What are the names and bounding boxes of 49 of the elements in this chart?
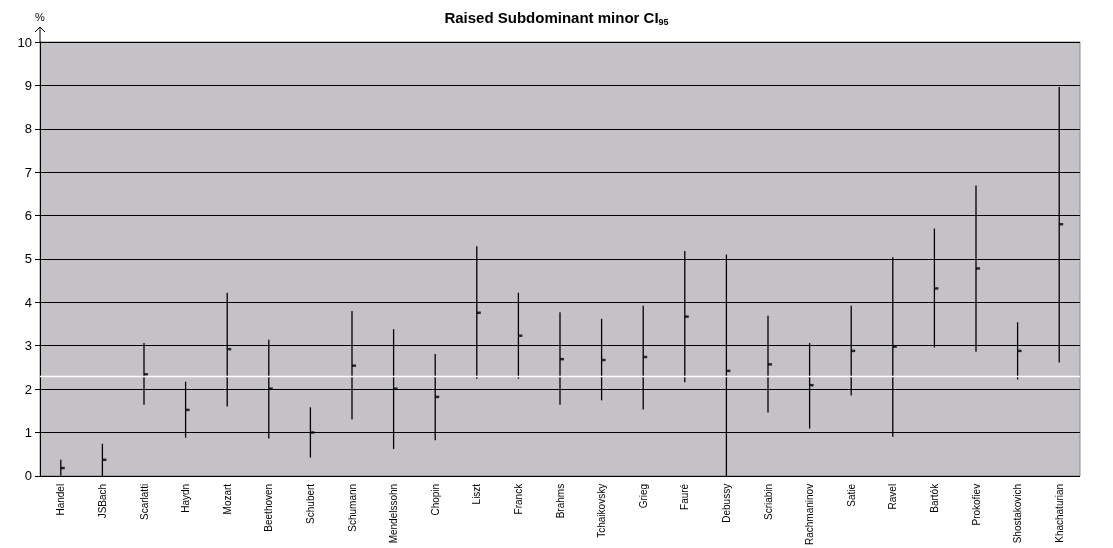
y-tick-label: 5 [24, 251, 32, 267]
x-tick-label: Ravel [887, 483, 899, 510]
y-tick-label: 4 [24, 294, 32, 310]
x-tick-label: Liszt [471, 483, 483, 505]
point [518, 334, 523, 337]
point [393, 387, 398, 390]
point [976, 267, 980, 270]
y-tick-label: 2 [24, 381, 32, 397]
x-tick-label: Scarlatti [138, 483, 150, 520]
point [352, 364, 356, 367]
x-tick-label: Beethoven [263, 483, 275, 532]
x-tick-label: Tchaikovsky [596, 483, 608, 538]
y-tick-label: 8 [24, 121, 32, 137]
y-tick-label: 9 [24, 77, 32, 93]
y-tick-label: 7 [24, 164, 32, 180]
x-tick-label: Scriabin [762, 483, 774, 520]
y-tick-label: 6 [24, 208, 32, 224]
x-tick-label: Schubert [304, 483, 316, 524]
point [144, 373, 148, 376]
x-tick-label: Mendelssohn [388, 483, 400, 544]
x-tick-label: Rachmaninov [804, 483, 816, 546]
y-axis-title: % [35, 10, 46, 23]
point [268, 387, 273, 390]
point [684, 315, 689, 318]
x-tick-label: Grieg [637, 483, 649, 509]
point [476, 311, 481, 314]
x-tick-label: Bartók [928, 482, 940, 513]
x-tick-label: Chopin [429, 483, 441, 516]
x-tick-label: JSBach [96, 483, 108, 519]
x-tick-label: Debussy [720, 483, 732, 523]
x-tick-label: Khachaturian [1053, 483, 1065, 543]
y-tick-label: 1 [24, 424, 32, 440]
x-tick-label: Franck [512, 482, 524, 515]
x-tick-label: Handel [55, 483, 67, 516]
x-tick-label: Satie [845, 483, 857, 507]
point [310, 431, 315, 434]
x-tick-label: Shostakovich [1012, 483, 1024, 544]
x-tick-label: Brahms [554, 483, 566, 519]
x-tick-label: Haydn [180, 483, 192, 513]
point [768, 363, 772, 366]
point [892, 345, 897, 348]
x-tick-label: Mozart [221, 483, 233, 515]
y-tick-label: 10 [17, 34, 32, 50]
point [934, 287, 939, 290]
y-tick-label: 3 [24, 338, 32, 354]
x-tick-label: Schumann [346, 483, 358, 532]
x-tick-label: Prokofiev [970, 483, 982, 526]
y-tick-label: 0 [24, 468, 32, 484]
x-tick-label: Fauré [679, 483, 691, 510]
